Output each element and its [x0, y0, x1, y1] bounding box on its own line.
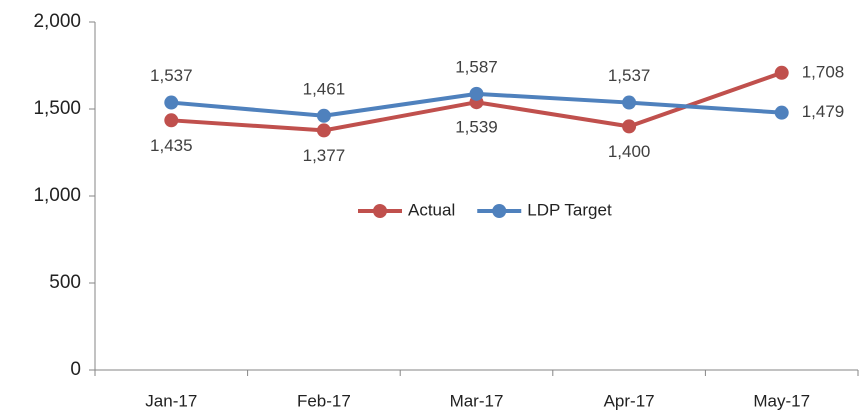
- data-label: 1,377: [303, 146, 346, 165]
- data-label: 1,587: [455, 57, 498, 76]
- point: [316, 123, 331, 138]
- point: [164, 113, 179, 128]
- data-label: 1,539: [455, 118, 498, 137]
- x-tick-label: Feb-17: [297, 391, 351, 410]
- point: [622, 95, 637, 110]
- point: [774, 105, 789, 120]
- point: [164, 95, 179, 110]
- data-label: 1,461: [303, 79, 346, 98]
- y-tick-label: 1,000: [33, 185, 81, 206]
- x-tick-label: Jan-17: [145, 391, 197, 410]
- point: [316, 108, 331, 123]
- point: [469, 86, 484, 101]
- x-tick-label: Mar-17: [450, 391, 504, 410]
- data-label: 1,537: [608, 66, 651, 85]
- legend-label: Actual: [408, 200, 455, 219]
- y-tick-label: 0: [70, 359, 81, 380]
- legend-marker: [492, 204, 507, 218]
- point: [622, 119, 637, 134]
- y-tick-label: 2,000: [33, 11, 81, 32]
- point: [774, 65, 789, 80]
- data-label: 1,479: [802, 102, 845, 121]
- legend-label: LDP Target: [527, 200, 612, 219]
- y-tick-label: 500: [49, 272, 81, 293]
- y-tick-label: 1,500: [33, 98, 81, 119]
- legend-marker: [373, 204, 387, 218]
- x-tick-label: May-17: [753, 391, 810, 410]
- data-label: 1,400: [608, 142, 651, 161]
- data-label: 1,537: [150, 66, 193, 85]
- data-label: 1,435: [150, 136, 193, 155]
- data-label: 1,708: [802, 62, 845, 81]
- x-tick-label: Apr-17: [604, 391, 655, 410]
